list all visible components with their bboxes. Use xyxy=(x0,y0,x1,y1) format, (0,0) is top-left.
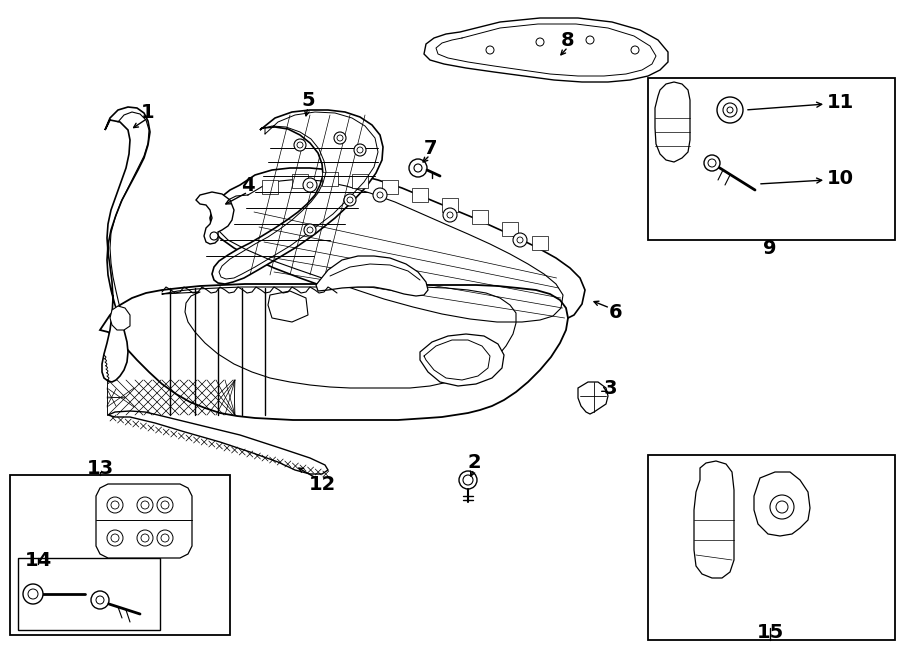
Text: 7: 7 xyxy=(423,138,436,158)
Circle shape xyxy=(107,497,123,513)
Circle shape xyxy=(344,194,356,206)
Circle shape xyxy=(141,534,149,542)
Circle shape xyxy=(357,147,363,153)
Polygon shape xyxy=(382,180,398,194)
Polygon shape xyxy=(102,107,150,382)
Text: 14: 14 xyxy=(24,551,51,569)
Circle shape xyxy=(157,497,173,513)
Circle shape xyxy=(91,591,109,609)
Circle shape xyxy=(307,182,313,188)
Circle shape xyxy=(373,188,387,202)
Polygon shape xyxy=(100,284,568,420)
Circle shape xyxy=(304,224,316,236)
Polygon shape xyxy=(424,18,668,82)
Circle shape xyxy=(723,103,737,117)
Text: 13: 13 xyxy=(86,459,113,477)
Circle shape xyxy=(307,227,313,233)
Polygon shape xyxy=(578,382,608,414)
Circle shape xyxy=(717,97,743,123)
Circle shape xyxy=(704,155,720,171)
Bar xyxy=(18,558,160,630)
Text: 5: 5 xyxy=(302,91,315,109)
Circle shape xyxy=(23,584,43,604)
Circle shape xyxy=(157,530,173,546)
Circle shape xyxy=(111,501,119,509)
Bar xyxy=(10,475,230,635)
Text: 11: 11 xyxy=(826,93,853,111)
Circle shape xyxy=(459,471,477,489)
Circle shape xyxy=(409,159,427,177)
Polygon shape xyxy=(108,411,328,474)
Circle shape xyxy=(141,501,149,509)
Circle shape xyxy=(294,139,306,151)
Text: 4: 4 xyxy=(241,175,255,195)
Polygon shape xyxy=(196,192,234,244)
Polygon shape xyxy=(502,222,518,236)
Circle shape xyxy=(536,38,544,46)
Bar xyxy=(648,78,895,240)
Circle shape xyxy=(111,534,119,542)
Circle shape xyxy=(28,589,38,599)
Text: 2: 2 xyxy=(467,453,481,471)
Polygon shape xyxy=(694,461,734,578)
Circle shape xyxy=(776,501,788,513)
Polygon shape xyxy=(262,180,278,194)
Polygon shape xyxy=(210,168,585,328)
Circle shape xyxy=(631,46,639,54)
Text: 6: 6 xyxy=(609,303,623,322)
Circle shape xyxy=(161,534,169,542)
Circle shape xyxy=(337,135,343,141)
Polygon shape xyxy=(412,188,428,202)
Polygon shape xyxy=(532,236,548,250)
Polygon shape xyxy=(212,110,383,284)
Text: 3: 3 xyxy=(603,379,616,397)
Circle shape xyxy=(463,475,473,485)
Circle shape xyxy=(447,212,453,218)
Circle shape xyxy=(513,233,527,247)
Bar xyxy=(648,455,895,640)
Circle shape xyxy=(517,237,523,243)
Circle shape xyxy=(161,501,169,509)
Polygon shape xyxy=(655,82,690,162)
Circle shape xyxy=(586,36,594,44)
Circle shape xyxy=(354,144,366,156)
Circle shape xyxy=(377,192,383,198)
Circle shape xyxy=(708,159,716,167)
Text: 1: 1 xyxy=(141,103,155,122)
Polygon shape xyxy=(96,484,192,558)
Polygon shape xyxy=(420,334,504,386)
Circle shape xyxy=(486,46,494,54)
Text: 15: 15 xyxy=(756,622,784,641)
Polygon shape xyxy=(754,472,810,536)
Polygon shape xyxy=(316,256,428,296)
Circle shape xyxy=(303,178,317,192)
Text: 10: 10 xyxy=(826,169,853,187)
Text: 8: 8 xyxy=(562,30,575,50)
Polygon shape xyxy=(292,174,308,188)
Text: 9: 9 xyxy=(763,238,777,258)
Circle shape xyxy=(137,530,153,546)
Circle shape xyxy=(443,208,457,222)
Circle shape xyxy=(334,132,346,144)
Circle shape xyxy=(96,596,104,604)
Polygon shape xyxy=(472,210,488,224)
Circle shape xyxy=(107,530,123,546)
Circle shape xyxy=(414,164,422,172)
Circle shape xyxy=(770,495,794,519)
Polygon shape xyxy=(322,172,338,186)
Text: 12: 12 xyxy=(309,475,336,493)
Polygon shape xyxy=(442,198,458,212)
Polygon shape xyxy=(268,291,308,322)
Circle shape xyxy=(297,142,303,148)
Circle shape xyxy=(347,197,353,203)
Circle shape xyxy=(727,107,733,113)
Polygon shape xyxy=(110,306,130,330)
Polygon shape xyxy=(352,174,368,188)
Circle shape xyxy=(210,232,218,240)
Circle shape xyxy=(137,497,153,513)
